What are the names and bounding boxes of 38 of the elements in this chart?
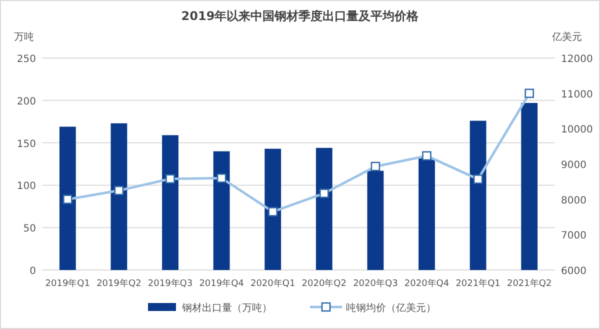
x-tick-label: 2020年Q2 [302,278,347,289]
bar [213,151,230,270]
bar [162,135,178,270]
y2-axis-title: 亿美元 [551,31,582,43]
x-tick-label: 2020年Q1 [250,278,296,289]
x-tick-label: 2019年Q2 [96,278,142,289]
x-tick-label: 2019年Q4 [199,278,244,289]
bar [418,158,435,270]
x-tick-label: 2019年Q3 [148,278,193,289]
y-tick-label: 200 [16,96,36,108]
x-tick-label: 2021年Q2 [506,278,552,289]
y2-tick-label: 9000 [561,160,586,171]
bar [264,148,282,270]
x-tick-label: 2020年Q4 [404,278,450,289]
y-tick-label: 0 [30,266,36,277]
bar [470,120,486,270]
y2-tick-label: 7000 [561,230,586,242]
x-tick-label: 2021年Q1 [456,278,500,289]
y-tick-label: 250 [16,54,36,65]
bar [521,102,538,270]
x-tick-label: 2019年Q1 [45,278,90,289]
y2-tick-label: 6000 [561,266,586,277]
bar [316,148,332,270]
legend-label: 吨钢均价（亿美元） [346,302,436,314]
y-tick-label: 100 [16,181,36,192]
bar [59,126,76,270]
y2-tick-label: 12000 [561,54,593,65]
y-axis-title: 万吨 [14,31,34,43]
y2-tick-label: 11000 [561,89,593,100]
y-tick-label: 150 [16,138,36,150]
y2-tick-label: 8000 [561,195,586,206]
x-tick-label: 2020年Q3 [353,278,398,289]
bar [110,123,128,270]
y2-tick-label: 10000 [561,124,593,136]
legend-label: 钢材出口量（万吨） [181,302,272,314]
y-tick-label: 50 [23,224,36,235]
bar [367,170,384,270]
chart-title: 2019年以来中国钢材季度出口量及平均价格 [181,9,420,23]
